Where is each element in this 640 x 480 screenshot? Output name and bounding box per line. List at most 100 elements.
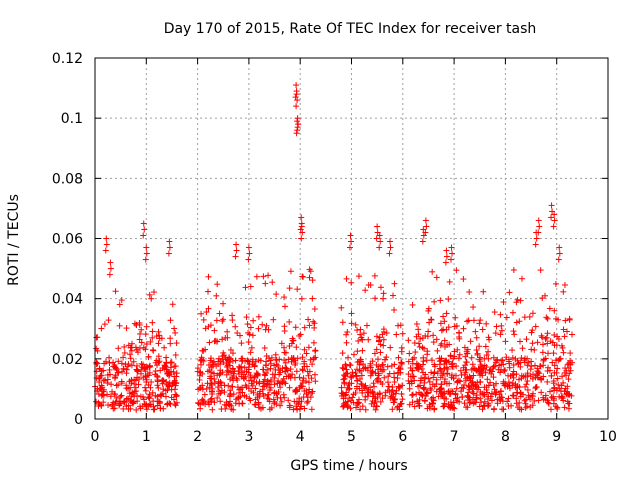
data-point <box>251 401 258 408</box>
data-point <box>253 273 260 280</box>
data-point <box>373 346 380 353</box>
data-points <box>92 82 575 413</box>
data-point <box>197 401 204 408</box>
data-point <box>112 364 119 371</box>
data-point <box>431 363 438 370</box>
data-point <box>552 315 559 322</box>
data-point <box>512 384 519 391</box>
data-point <box>293 130 300 137</box>
data-point <box>154 372 161 379</box>
data-point <box>348 320 355 327</box>
data-point <box>398 344 405 351</box>
data-point <box>359 403 366 410</box>
data-point <box>311 324 318 331</box>
data-point <box>166 238 173 245</box>
data-point <box>109 401 116 408</box>
data-point <box>292 94 299 101</box>
data-point <box>149 328 156 335</box>
data-point <box>564 383 571 390</box>
data-point <box>257 405 264 412</box>
data-point <box>107 371 114 378</box>
data-point <box>99 391 106 398</box>
data-point <box>173 340 180 347</box>
data-point <box>339 364 346 371</box>
data-point <box>355 337 362 344</box>
data-point <box>509 354 516 361</box>
data-point <box>221 352 228 359</box>
data-point <box>558 342 565 349</box>
data-point <box>145 394 152 401</box>
grid-lines <box>95 58 608 419</box>
data-point <box>421 386 428 393</box>
data-point <box>487 379 494 386</box>
data-point <box>208 375 215 382</box>
data-point <box>145 354 152 361</box>
data-point <box>435 393 442 400</box>
data-point <box>309 361 316 368</box>
data-point <box>438 340 445 347</box>
data-point <box>358 380 365 387</box>
data-point <box>303 350 310 357</box>
data-point <box>142 387 149 394</box>
data-point <box>259 321 266 328</box>
data-point <box>142 256 149 263</box>
data-point <box>515 360 522 367</box>
data-point <box>270 396 277 403</box>
data-point <box>498 361 505 368</box>
data-point <box>362 382 369 389</box>
data-point <box>454 346 461 353</box>
data-point <box>545 400 552 407</box>
data-point <box>506 360 513 367</box>
data-point <box>523 381 530 388</box>
data-point <box>100 367 107 374</box>
data-point <box>499 398 506 405</box>
data-point <box>172 402 179 409</box>
data-point <box>143 379 150 386</box>
data-point <box>474 367 481 374</box>
data-point <box>538 376 545 383</box>
data-point <box>280 391 287 398</box>
data-point <box>399 396 406 403</box>
data-point <box>268 404 275 411</box>
data-point <box>293 91 300 98</box>
data-point <box>194 365 201 372</box>
data-point <box>551 211 558 218</box>
data-point <box>477 366 484 373</box>
data-point <box>136 321 143 328</box>
data-point <box>463 359 470 366</box>
data-point <box>380 290 387 297</box>
data-point <box>283 365 290 372</box>
data-point <box>170 368 177 375</box>
data-point <box>265 395 272 402</box>
data-point <box>505 403 512 410</box>
data-point <box>217 367 224 374</box>
data-point <box>514 296 521 303</box>
data-point <box>141 400 148 407</box>
data-point <box>346 395 353 402</box>
x-tick-label: 8 <box>501 429 510 445</box>
data-point <box>473 396 480 403</box>
data-point <box>553 387 560 394</box>
data-point <box>206 339 213 346</box>
data-point <box>221 382 228 389</box>
data-point <box>165 382 172 389</box>
data-point <box>293 82 300 89</box>
data-point <box>247 397 254 404</box>
data-point <box>436 365 443 372</box>
data-point <box>358 381 365 388</box>
data-point <box>106 354 113 361</box>
data-point <box>563 391 570 398</box>
data-point <box>205 305 212 312</box>
data-point <box>265 272 272 279</box>
data-point <box>391 361 398 368</box>
data-point <box>444 366 451 373</box>
data-point <box>510 374 517 381</box>
data-point <box>452 314 459 321</box>
data-point <box>232 323 239 330</box>
data-point <box>255 313 262 320</box>
data-point <box>391 396 398 403</box>
data-point <box>298 295 305 302</box>
data-point <box>137 393 144 400</box>
data-point <box>411 377 418 384</box>
